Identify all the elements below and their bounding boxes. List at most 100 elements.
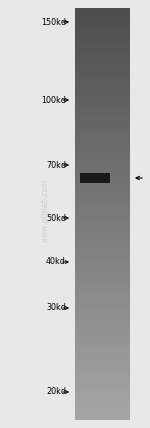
- Bar: [75, 134, 130, 136]
- Bar: [75, 371, 130, 372]
- Bar: [75, 305, 130, 306]
- Bar: [75, 51, 130, 52]
- Bar: [75, 172, 130, 173]
- Bar: [75, 256, 130, 258]
- Bar: [75, 339, 130, 340]
- Bar: [75, 321, 130, 322]
- Bar: [80, 173, 110, 183]
- Text: www.ptglab.com: www.ptglab.com: [40, 178, 50, 242]
- Bar: [75, 125, 130, 126]
- Bar: [75, 364, 130, 365]
- Bar: [75, 137, 130, 139]
- Bar: [75, 15, 130, 16]
- Bar: [75, 158, 130, 159]
- Bar: [75, 208, 130, 210]
- Bar: [75, 401, 130, 402]
- Bar: [75, 264, 130, 265]
- Bar: [75, 255, 130, 256]
- Bar: [75, 159, 130, 160]
- Bar: [75, 26, 130, 27]
- Text: 100kd: 100kd: [41, 95, 66, 104]
- Bar: [75, 65, 130, 67]
- Bar: [75, 177, 130, 178]
- Bar: [75, 399, 130, 401]
- Bar: [75, 318, 130, 320]
- Bar: [75, 29, 130, 30]
- Bar: [75, 226, 130, 228]
- Bar: [75, 259, 130, 261]
- Bar: [75, 71, 130, 73]
- Bar: [75, 307, 130, 309]
- Bar: [75, 140, 130, 141]
- Bar: [75, 363, 130, 364]
- Bar: [75, 118, 130, 119]
- Bar: [75, 247, 130, 248]
- Bar: [75, 42, 130, 44]
- Bar: [75, 163, 130, 164]
- Bar: [75, 68, 130, 70]
- Bar: [75, 73, 130, 74]
- Bar: [75, 215, 130, 217]
- Bar: [75, 270, 130, 272]
- Bar: [75, 320, 130, 321]
- Text: 20kd: 20kd: [46, 387, 66, 396]
- Bar: [75, 185, 130, 187]
- Bar: [75, 119, 130, 121]
- Bar: [75, 218, 130, 220]
- Bar: [75, 18, 130, 19]
- Bar: [75, 12, 130, 14]
- Bar: [75, 380, 130, 381]
- Bar: [75, 346, 130, 347]
- Bar: [75, 374, 130, 376]
- Bar: [75, 174, 130, 175]
- Bar: [75, 289, 130, 291]
- Bar: [75, 285, 130, 287]
- Bar: [75, 303, 130, 305]
- Bar: [75, 180, 130, 181]
- Bar: [75, 265, 130, 266]
- Bar: [75, 9, 130, 11]
- Bar: [75, 229, 130, 231]
- Bar: [75, 310, 130, 312]
- Bar: [75, 294, 130, 295]
- Bar: [75, 261, 130, 262]
- Bar: [75, 258, 130, 259]
- Bar: [75, 16, 130, 18]
- Bar: [75, 211, 130, 213]
- Bar: [75, 355, 130, 357]
- Bar: [75, 167, 130, 169]
- Bar: [75, 298, 130, 299]
- Bar: [75, 391, 130, 392]
- Bar: [75, 85, 130, 86]
- Bar: [75, 162, 130, 163]
- Bar: [75, 200, 130, 202]
- Bar: [75, 156, 130, 158]
- Bar: [75, 288, 130, 289]
- Bar: [75, 383, 130, 384]
- Bar: [75, 97, 130, 98]
- Bar: [75, 327, 130, 328]
- Bar: [75, 90, 130, 92]
- Bar: [75, 223, 130, 225]
- Bar: [75, 141, 130, 143]
- Bar: [75, 55, 130, 56]
- Bar: [75, 377, 130, 379]
- Bar: [75, 101, 130, 103]
- Bar: [75, 233, 130, 235]
- Bar: [75, 314, 130, 315]
- Bar: [75, 297, 130, 298]
- Bar: [75, 361, 130, 363]
- Bar: [75, 269, 130, 270]
- Bar: [75, 254, 130, 255]
- Bar: [75, 397, 130, 398]
- Bar: [75, 228, 130, 229]
- Bar: [75, 232, 130, 233]
- Bar: [75, 78, 130, 80]
- Bar: [75, 14, 130, 15]
- Bar: [75, 313, 130, 314]
- Bar: [75, 144, 130, 146]
- Bar: [75, 131, 130, 133]
- Bar: [75, 207, 130, 208]
- Bar: [75, 335, 130, 336]
- Bar: [75, 128, 130, 129]
